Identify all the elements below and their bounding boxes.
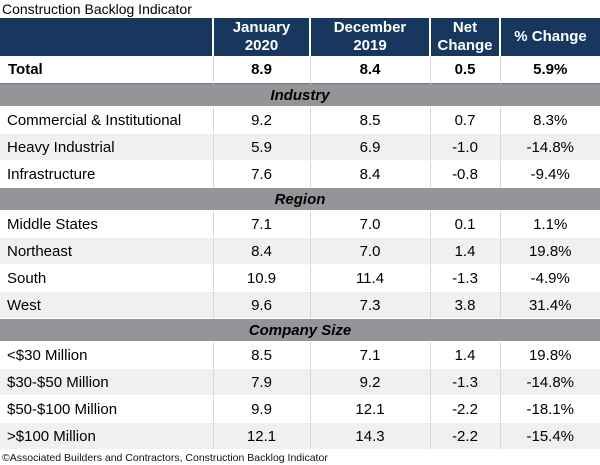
cell-december-2019: 14.3 — [309, 422, 430, 450]
table-row: Infrastructure 7.6 8.4 -0.8 -9.4% — [0, 160, 600, 188]
cell-december-2019: 6.9 — [309, 133, 430, 161]
cell-pct-change: -4.9% — [499, 264, 600, 292]
section-title: Region — [0, 187, 600, 211]
table-row: West 9.6 7.3 3.8 31.4% — [0, 291, 600, 319]
cell-pct-change: -15.4% — [499, 422, 600, 450]
cell-january-2020: 7.9 — [212, 368, 310, 396]
cell-pct-change: -14.8% — [499, 368, 600, 396]
cell-net-change: 0.5 — [429, 56, 500, 84]
row-label: Middle States — [0, 210, 213, 238]
row-label: Infrastructure — [0, 160, 213, 188]
cell-december-2019: 8.4 — [309, 160, 430, 188]
cell-january-2020: 10.9 — [212, 264, 310, 292]
cell-january-2020: 12.1 — [212, 422, 310, 450]
cell-december-2019: 9.2 — [309, 368, 430, 396]
cell-net-change: 1.4 — [429, 341, 500, 369]
cell-january-2020: 7.1 — [212, 210, 310, 238]
source-attribution: ©Associated Builders and Contractors, Co… — [2, 452, 328, 464]
cell-net-change: 1.4 — [429, 237, 500, 265]
cell-january-2020: 9.2 — [212, 106, 310, 134]
header-cell-pct-change: % Change — [499, 18, 600, 56]
cell-net-change: 3.8 — [429, 291, 500, 319]
backlog-table: January 2020 December 2019 Net Change % … — [0, 18, 600, 450]
page-title: Construction Backlog Indicator — [2, 1, 192, 17]
section-title: Company Size — [0, 318, 600, 342]
cell-december-2019: 7.3 — [309, 291, 430, 319]
section-band-region: Region — [0, 187, 600, 211]
cell-net-change: -2.2 — [429, 422, 500, 450]
cell-december-2019: 7.0 — [309, 210, 430, 238]
cell-december-2019: 7.0 — [309, 237, 430, 265]
cell-january-2020: 8.9 — [212, 56, 310, 84]
cell-net-change: 0.1 — [429, 210, 500, 238]
row-label: West — [0, 291, 213, 319]
cell-january-2020: 9.9 — [212, 395, 310, 423]
row-label: Heavy Industrial — [0, 133, 213, 161]
cell-december-2019: 8.4 — [309, 56, 430, 84]
cell-december-2019: 11.4 — [309, 264, 430, 292]
cell-net-change: -2.2 — [429, 395, 500, 423]
header-cell-category — [0, 18, 213, 56]
cell-pct-change: 8.3% — [499, 106, 600, 134]
cell-pct-change: 19.8% — [499, 237, 600, 265]
cell-december-2019: 7.1 — [309, 341, 430, 369]
cell-pct-change: 1.1% — [499, 210, 600, 238]
cell-january-2020: 8.4 — [212, 237, 310, 265]
cell-january-2020: 8.5 — [212, 341, 310, 369]
section-band-company-size: Company Size — [0, 318, 600, 342]
total-row: Total 8.9 8.4 0.5 5.9% — [0, 56, 600, 84]
cell-pct-change: 5.9% — [499, 56, 600, 84]
row-label: Commercial & Institutional — [0, 106, 213, 134]
row-label: >$100 Million — [0, 422, 213, 450]
section-band-industry: Industry — [0, 83, 600, 107]
row-label: $30-$50 Million — [0, 368, 213, 396]
row-label: <$30 Million — [0, 341, 213, 369]
cell-pct-change: 19.8% — [499, 341, 600, 369]
header-cell-december-2019: December 2019 — [309, 18, 430, 56]
table-row: South 10.9 11.4 -1.3 -4.9% — [0, 264, 600, 292]
row-label: $50-$100 Million — [0, 395, 213, 423]
cell-pct-change: -18.1% — [499, 395, 600, 423]
cell-pct-change: 31.4% — [499, 291, 600, 319]
table-row: >$100 Million 12.1 14.3 -2.2 -15.4% — [0, 422, 600, 450]
cell-net-change: -1.0 — [429, 133, 500, 161]
section-title: Industry — [0, 83, 600, 107]
header-cell-net-change: Net Change — [429, 18, 500, 56]
cell-net-change: -1.3 — [429, 264, 500, 292]
table-row: $30-$50 Million 7.9 9.2 -1.3 -14.8% — [0, 368, 600, 396]
table-row: Heavy Industrial 5.9 6.9 -1.0 -14.8% — [0, 133, 600, 161]
cell-january-2020: 9.6 — [212, 291, 310, 319]
header-row: January 2020 December 2019 Net Change % … — [0, 18, 600, 56]
cell-pct-change: -14.8% — [499, 133, 600, 161]
row-label: Northeast — [0, 237, 213, 265]
cell-january-2020: 7.6 — [212, 160, 310, 188]
cell-january-2020: 5.9 — [212, 133, 310, 161]
cell-december-2019: 8.5 — [309, 106, 430, 134]
table-row: Commercial & Institutional 9.2 8.5 0.7 8… — [0, 106, 600, 134]
table-row: Northeast 8.4 7.0 1.4 19.8% — [0, 237, 600, 265]
cell-pct-change: -9.4% — [499, 160, 600, 188]
table-row: <$30 Million 8.5 7.1 1.4 19.8% — [0, 341, 600, 369]
cell-december-2019: 12.1 — [309, 395, 430, 423]
cell-net-change: 0.7 — [429, 106, 500, 134]
header-cell-january-2020: January 2020 — [212, 18, 310, 56]
table-row: $50-$100 Million 9.9 12.1 -2.2 -18.1% — [0, 395, 600, 423]
row-label: Total — [0, 56, 213, 84]
table-row: Middle States 7.1 7.0 0.1 1.1% — [0, 210, 600, 238]
cell-net-change: -1.3 — [429, 368, 500, 396]
row-label: South — [0, 264, 213, 292]
cell-net-change: -0.8 — [429, 160, 500, 188]
